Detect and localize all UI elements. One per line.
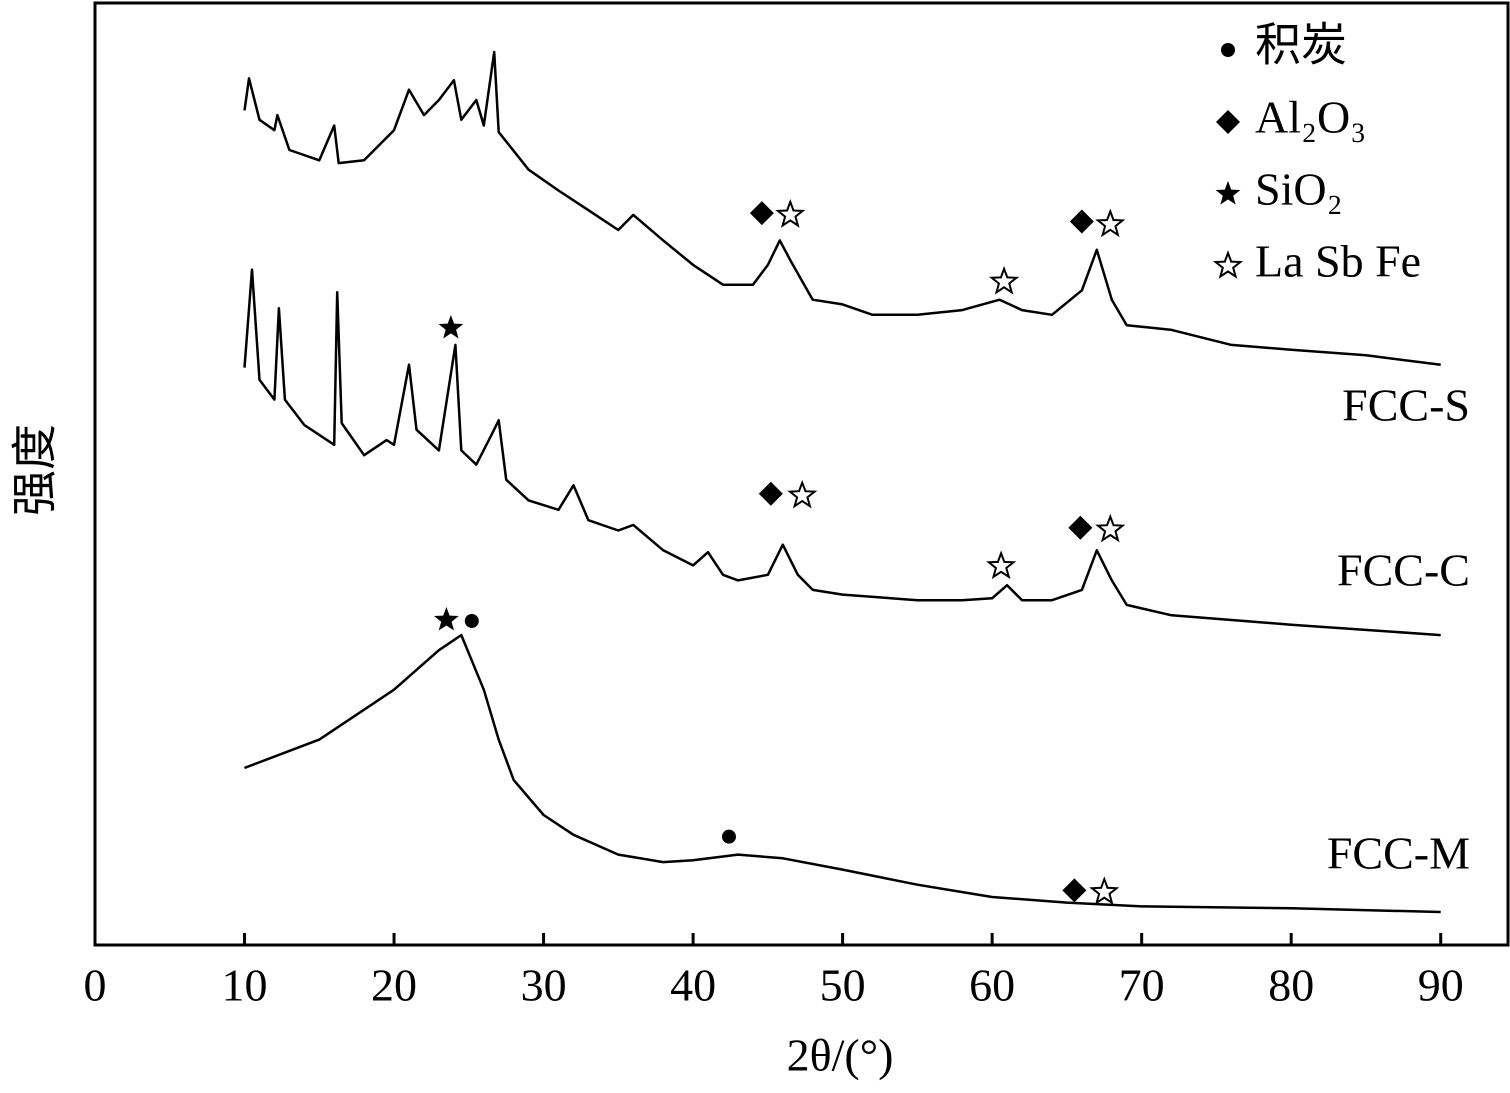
- star-marker: [1215, 181, 1241, 205]
- x-tick-label: 0: [84, 960, 107, 1011]
- peak-marker: [986, 550, 1017, 580]
- plot-frame: [93, 1, 1510, 947]
- legend-label: La Sb Fe: [1255, 236, 1421, 287]
- peak-marker: [1069, 209, 1094, 234]
- peak-marker: [1095, 208, 1126, 238]
- x-tick-label: 50: [820, 960, 866, 1011]
- circle-marker: [1221, 43, 1235, 57]
- peak-marker: [434, 607, 459, 631]
- peak-marker: [758, 481, 783, 506]
- xrd-curve: [243, 50, 1441, 366]
- x-tick-label: 90: [1418, 960, 1464, 1011]
- x-tick-label: 80: [1268, 960, 1314, 1011]
- series-label: FCC-C: [1337, 545, 1470, 596]
- peak-marker: [1095, 513, 1126, 543]
- x-tick-label: 30: [521, 960, 567, 1011]
- x-tick-label: 10: [222, 960, 268, 1011]
- legend-label: 积炭: [1255, 20, 1347, 71]
- x-tick-label: 60: [969, 960, 1015, 1011]
- peak-marker: [464, 613, 479, 628]
- diamond-marker: [1216, 110, 1240, 134]
- peak-marker: [775, 199, 806, 228]
- xrd-curve: [244, 633, 1441, 914]
- peak-marker: [721, 829, 736, 844]
- open-star-marker: [1212, 250, 1244, 279]
- peak-marker: [1062, 878, 1087, 903]
- x-tick-label: 20: [371, 960, 417, 1011]
- series-label: FCC-S: [1342, 380, 1470, 431]
- legend-label: Al₂O₃: [1255, 92, 1366, 143]
- x-axis-label: 2θ/(°): [787, 1030, 894, 1081]
- peak-marker: [787, 479, 818, 509]
- peak-marker: [1068, 515, 1093, 540]
- x-tick-label: 70: [1119, 960, 1165, 1011]
- legend-label: SiO₂: [1255, 164, 1343, 215]
- y-axis-label: 强度: [10, 424, 61, 516]
- x-tick-label: 40: [670, 960, 716, 1011]
- peak-marker: [749, 201, 774, 226]
- series-label: FCC-M: [1327, 828, 1470, 879]
- peak-marker: [1089, 876, 1120, 906]
- peak-marker: [438, 315, 464, 339]
- peak-marker: [988, 265, 1020, 295]
- xrd-curve: [243, 268, 1441, 637]
